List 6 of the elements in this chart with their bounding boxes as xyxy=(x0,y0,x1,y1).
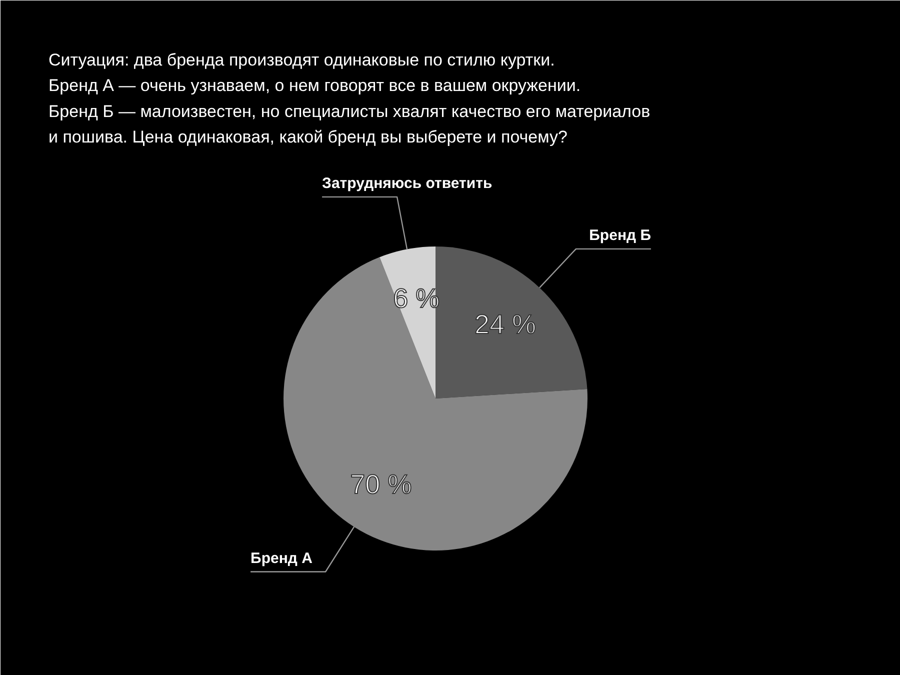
chart-title: Ситуация: два бренда производят одинаковые по стилю куртки. Бренд А — очень узнаваем, о нем говорят все в вашем окружении. Бренд Б — малоизвестен, но специалисты хвалят качество его материалов и пошива. Цена одинаковая, какой бренд вы выберете и почему? xyxy=(48,50,650,146)
data-label: 70 % xyxy=(350,469,412,500)
slice-label: Бренд Б xyxy=(589,226,652,244)
slice-label: Бренд А xyxy=(250,550,313,567)
data-label: 24 % xyxy=(474,309,536,340)
slice-label: Затрудняюсь ответить xyxy=(322,174,492,192)
